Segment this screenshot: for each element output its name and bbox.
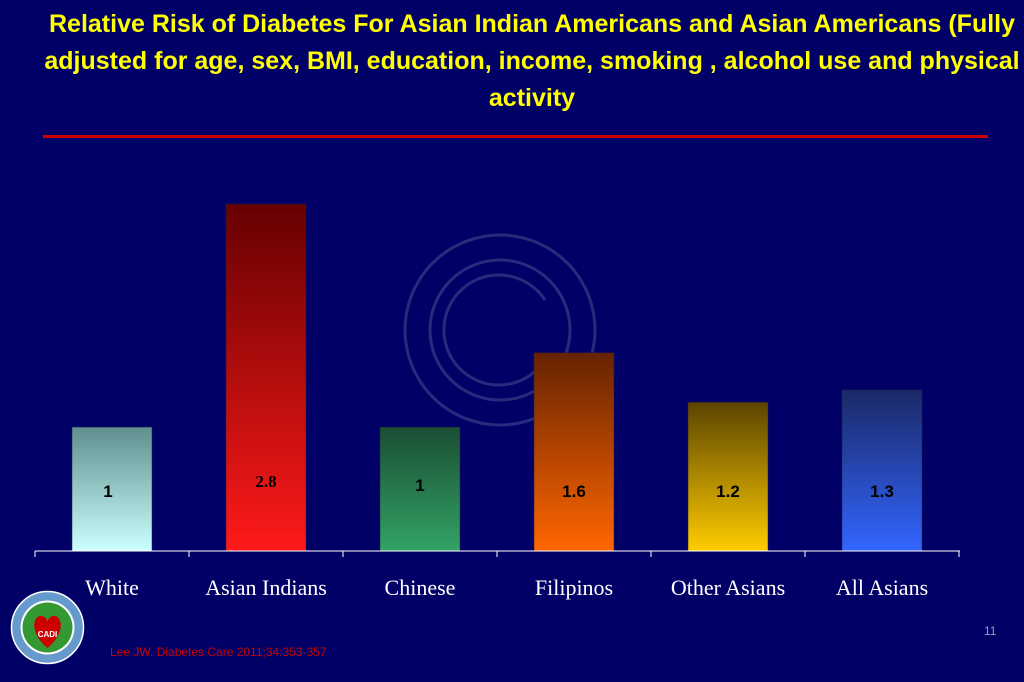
title-divider [43, 135, 988, 138]
category-label: White [85, 575, 139, 600]
bar-all-asians [841, 389, 923, 552]
bar-value-label: 1.3 [870, 482, 894, 501]
bar-filipinos [533, 352, 615, 552]
citation: Lee JW. Diabetes Care 2011;34:353-357 [110, 645, 327, 659]
bar-value-label: 2.8 [255, 472, 276, 491]
page-number: 11 [984, 624, 997, 638]
bar-chinese [379, 426, 461, 552]
bar-white [71, 426, 153, 552]
cadi-logo: CADI [10, 590, 85, 665]
bar-value-label: 1.2 [716, 482, 740, 501]
watermark-icon [403, 233, 597, 427]
category-label: Asian Indians [205, 575, 327, 600]
category-label: Filipinos [535, 575, 613, 600]
category-label: Other Asians [671, 575, 785, 600]
bar-asian-indians [225, 203, 307, 552]
bar-value-label: 1.6 [562, 482, 586, 501]
logo-text: CADI [38, 630, 58, 639]
bar-value-label: 1 [103, 482, 112, 501]
slide-title: Relative Risk of Diabetes For Asian Indi… [44, 10, 1020, 112]
bar-other-asians [687, 402, 769, 552]
category-label: Chinese [385, 575, 456, 600]
category-label: All Asians [836, 575, 928, 600]
bar-value-label: 1 [415, 476, 424, 495]
